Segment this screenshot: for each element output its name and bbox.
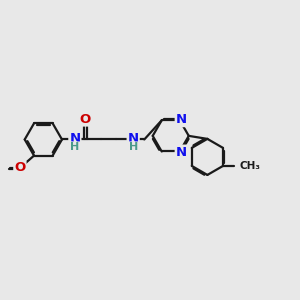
Text: H: H xyxy=(70,142,80,152)
Text: N: N xyxy=(69,132,80,145)
Text: O: O xyxy=(14,161,26,174)
Text: N: N xyxy=(176,113,187,126)
Text: N: N xyxy=(128,132,139,145)
Text: H: H xyxy=(128,142,138,152)
Text: O: O xyxy=(80,112,91,126)
Text: N: N xyxy=(176,146,187,159)
Text: CH₃: CH₃ xyxy=(239,161,260,171)
